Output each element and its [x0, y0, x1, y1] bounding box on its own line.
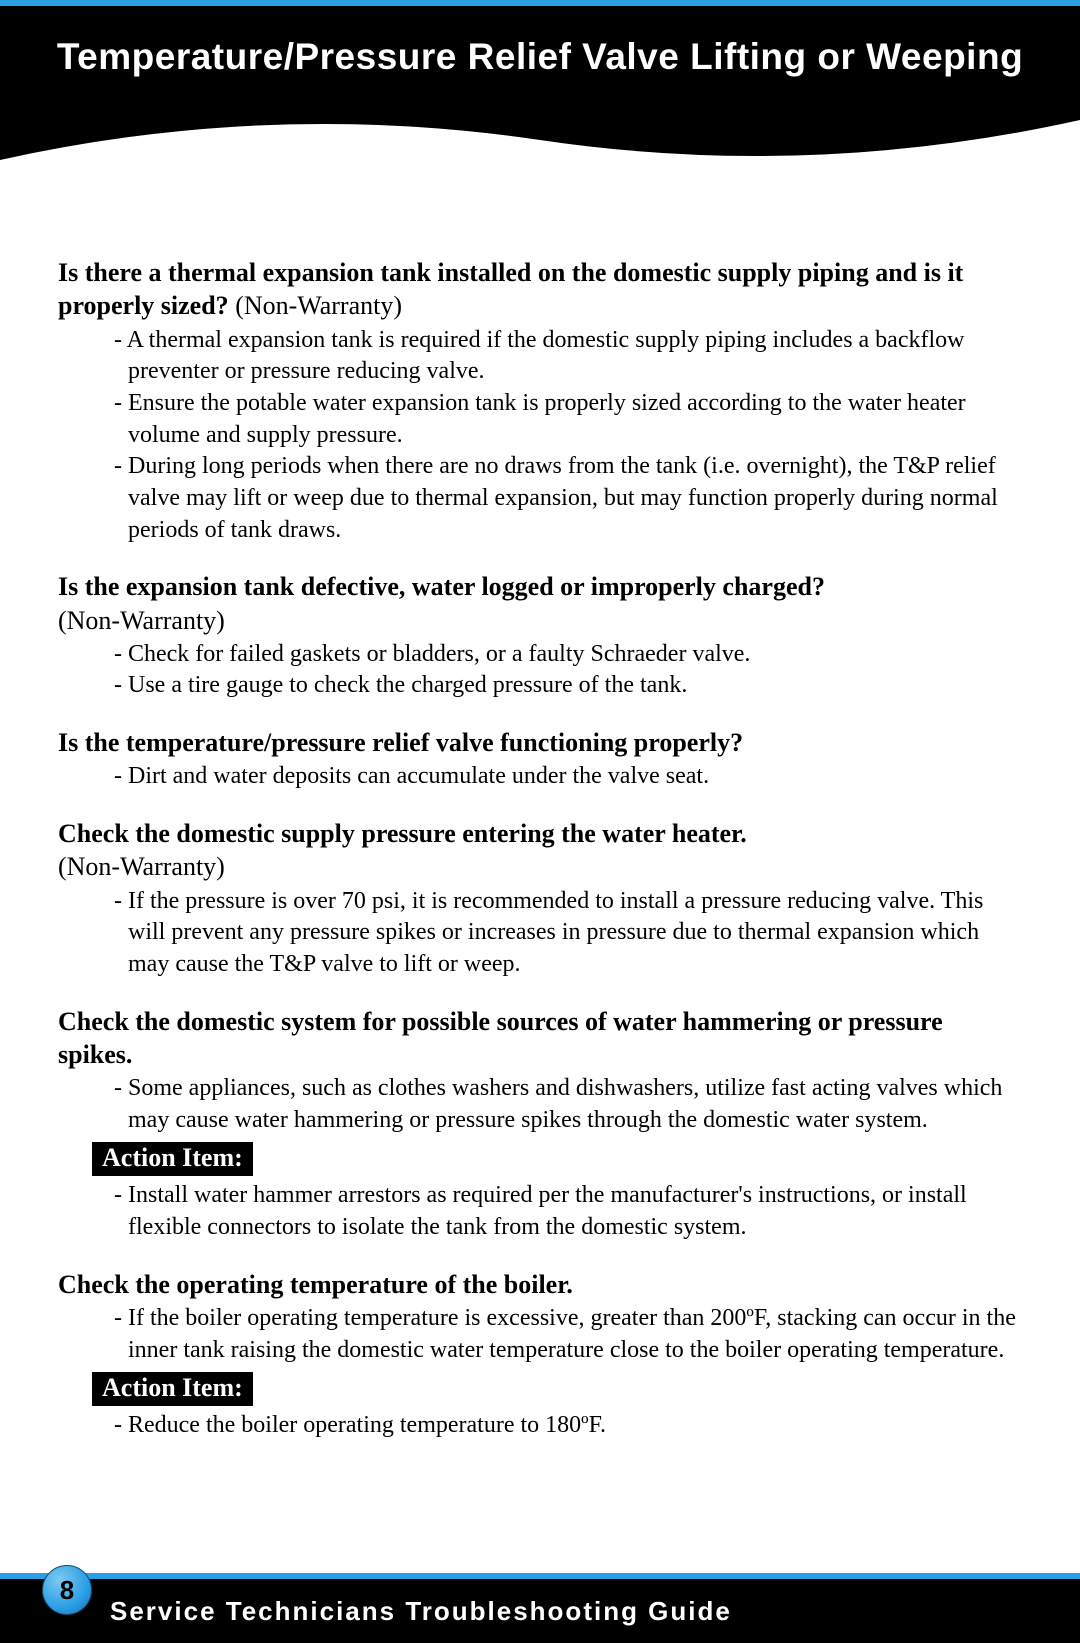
heading-normal-text: (Non-Warranty) [229, 291, 402, 320]
heading-bold-text: Check the domestic supply pressure enter… [58, 819, 747, 848]
content-area: Is there a thermal expansion tank instal… [0, 198, 1080, 1616]
action-bullet-list: - Reduce the boiler operating temperatur… [58, 1410, 1022, 1442]
footer-bar: 8 Service Technicians Troubleshooting Gu… [0, 1573, 1080, 1643]
bullet-item: - A thermal expansion tank is required i… [114, 325, 1022, 388]
heading-bold-text: Is the temperature/pressure relief valve… [58, 728, 743, 757]
bullet-list: - A thermal expansion tank is required i… [58, 325, 1022, 547]
bullet-item: - Some appliances, such as clothes washe… [114, 1073, 1022, 1136]
header-banner: Temperature/Pressure Relief Valve Liftin… [0, 8, 1080, 198]
bullet-item: - If the boiler operating temperature is… [114, 1303, 1022, 1366]
bullet-item: - Check for failed gaskets or bladders, … [114, 639, 1022, 671]
bullet-item: - Dirt and water deposits can accumulate… [114, 761, 1022, 793]
top-accent-stripe [0, 0, 1080, 8]
section-thermal-expansion-tank: Is there a thermal expansion tank instal… [58, 256, 1022, 546]
section-heading: Check the domestic system for possible s… [58, 1005, 1022, 1072]
section-boiler-temperature: Check the operating temperature of the b… [58, 1268, 1022, 1442]
section-heading: Check the operating temperature of the b… [58, 1268, 1022, 1301]
bullet-item: - If the pressure is over 70 psi, it is … [114, 886, 1022, 981]
section-heading: Check the domestic supply pressure enter… [58, 817, 1022, 884]
bullet-item: - Reduce the boiler operating temperatur… [114, 1410, 1022, 1442]
heading-bold-text: Is the expansion tank defective, water l… [58, 572, 825, 601]
section-relief-valve-function: Is the temperature/pressure relief valve… [58, 726, 1022, 793]
action-bullet-list: - Install water hammer arrestors as requ… [58, 1180, 1022, 1243]
heading-normal-text: (Non-Warranty) [58, 852, 225, 881]
page-title: Temperature/Pressure Relief Valve Liftin… [0, 8, 1080, 78]
bullet-item: - During long periods when there are no … [114, 451, 1022, 546]
bullet-list: - Dirt and water deposits can accumulate… [58, 761, 1022, 793]
bullet-item: - Install water hammer arrestors as requ… [114, 1180, 1022, 1243]
action-item-label: Action Item: [92, 1142, 253, 1176]
section-expansion-tank-defective: Is the expansion tank defective, water l… [58, 570, 1022, 702]
footer-title: Service Technicians Troubleshooting Guid… [110, 1596, 732, 1627]
section-supply-pressure: Check the domestic supply pressure enter… [58, 817, 1022, 981]
section-heading: Is the temperature/pressure relief valve… [58, 726, 1022, 759]
bullet-list: - If the boiler operating temperature is… [58, 1303, 1022, 1366]
page-number-badge: 8 [42, 1565, 92, 1615]
section-water-hammering: Check the domestic system for possible s… [58, 1005, 1022, 1244]
bullet-list: - Check for failed gaskets or bladders, … [58, 639, 1022, 702]
bullet-item: - Ensure the potable water expansion tan… [114, 388, 1022, 451]
heading-bold-text: Check the operating temperature of the b… [58, 1270, 573, 1299]
bullet-list: - If the pressure is over 70 psi, it is … [58, 886, 1022, 981]
footer-content: 8 Service Technicians Troubleshooting Gu… [0, 1579, 1080, 1643]
header-curve-shape [0, 100, 1080, 200]
bullet-list: - Some appliances, such as clothes washe… [58, 1073, 1022, 1136]
bullet-item: - Use a tire gauge to check the charged … [114, 670, 1022, 702]
section-heading: Is there a thermal expansion tank instal… [58, 256, 1022, 323]
section-heading: Is the expansion tank defective, water l… [58, 570, 1022, 637]
heading-normal-text: (Non-Warranty) [58, 606, 225, 635]
heading-bold-text: Is there a thermal expansion tank instal… [58, 258, 963, 320]
heading-bold-text: Check the domestic system for possible s… [58, 1007, 943, 1069]
action-item-label: Action Item: [92, 1372, 253, 1406]
